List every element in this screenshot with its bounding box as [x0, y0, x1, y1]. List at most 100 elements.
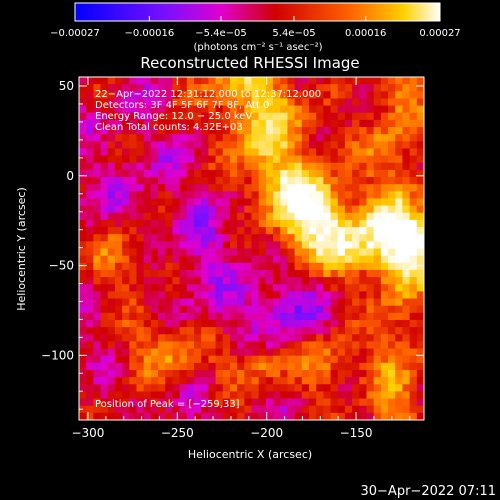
heatmap-pixel: [251, 77, 260, 85]
heatmap-pixel: [143, 319, 152, 328]
heatmap-pixel: [229, 319, 238, 328]
heatmap-pixel: [114, 134, 123, 142]
heatmap-pixel: [323, 205, 332, 214]
heatmap-pixel: [402, 155, 411, 164]
heatmap-pixel: [172, 377, 181, 385]
heatmap-pixel: [158, 305, 166, 314]
heatmap-pixel: [114, 277, 123, 285]
heatmap-pixel: [402, 312, 411, 321]
heatmap-pixel: [402, 148, 411, 157]
heatmap-pixel: [136, 112, 145, 121]
heatmap-pixel: [251, 277, 260, 285]
heatmap-pixel: [150, 384, 159, 392]
heatmap-pixel: [208, 277, 217, 285]
heatmap-pixel: [344, 127, 353, 135]
heatmap-pixel: [409, 219, 418, 228]
heatmap-pixel: [323, 191, 332, 199]
heatmap-pixel: [165, 319, 173, 328]
heatmap-pixel: [352, 298, 360, 307]
heatmap-pixel: [395, 227, 403, 235]
heatmap-pixel: [129, 155, 137, 164]
heatmap-pixel: [158, 369, 166, 378]
heatmap-pixel: [273, 162, 281, 171]
heatmap-pixel: [114, 391, 123, 400]
heatmap-pixel: [86, 227, 94, 235]
heatmap-pixel: [380, 391, 389, 400]
heatmap-pixel: [229, 127, 238, 135]
heatmap-pixel: [222, 119, 231, 128]
heatmap-pixel: [251, 184, 260, 192]
heatmap-pixel: [194, 362, 202, 371]
heatmap-pixel: [222, 312, 231, 321]
heatmap-pixel: [416, 262, 424, 271]
heatmap-pixel: [251, 191, 260, 199]
heatmap-pixel: [402, 205, 411, 214]
heatmap-pixel: [373, 369, 382, 378]
heatmap-pixel: [352, 184, 360, 192]
heatmap-pixel: [186, 412, 195, 420]
heatmap-pixel: [237, 91, 245, 99]
heatmap-pixel: [136, 377, 145, 385]
heatmap-pixel: [395, 269, 403, 278]
heatmap-pixel: [86, 105, 94, 114]
heatmap-pixel: [388, 155, 396, 164]
heatmap-pixel: [165, 162, 173, 171]
heatmap-pixel: [366, 84, 375, 92]
heatmap-pixel: [86, 391, 94, 400]
heatmap-pixel: [179, 134, 188, 142]
heatmap-pixel: [258, 155, 267, 164]
heatmap-pixel: [201, 305, 209, 314]
heatmap-pixel: [416, 277, 424, 285]
heatmap-pixel: [165, 391, 173, 400]
heatmap-pixel: [158, 377, 166, 385]
heatmap-pixel: [208, 319, 217, 328]
heatmap-pixel: [215, 262, 224, 271]
heatmap-pixel: [158, 312, 166, 321]
heatmap-pixel: [201, 291, 209, 300]
heatmap-pixel: [359, 241, 367, 249]
heatmap-pixel: [186, 134, 195, 142]
heatmap-pixel: [208, 305, 217, 314]
heatmap-pixel: [344, 169, 353, 178]
heatmap-pixel: [409, 277, 418, 285]
heatmap-pixel: [294, 248, 303, 257]
heatmap-pixel: [366, 412, 375, 420]
heatmap-pixel: [114, 341, 123, 350]
heatmap-pixel: [402, 84, 411, 92]
heatmap-pixel: [179, 177, 188, 185]
heatmap-pixel: [316, 405, 324, 414]
heatmap-pixel: [337, 312, 346, 321]
heatmap-pixel: [136, 384, 145, 392]
heatmap-pixel: [215, 119, 224, 128]
heatmap-pixel: [309, 198, 317, 207]
heatmap-pixel: [208, 141, 217, 149]
heatmap-pixel: [337, 362, 346, 371]
heatmap-pixel: [186, 269, 195, 278]
heatmap-pixel: [352, 191, 360, 199]
heatmap-pixel: [215, 298, 224, 307]
heatmap-pixel: [265, 134, 274, 142]
heatmap-pixel: [258, 298, 267, 307]
heatmap-pixel: [143, 369, 152, 378]
heatmap-pixel: [237, 191, 245, 199]
heatmap-pixel: [258, 305, 267, 314]
heatmap-pixel: [122, 127, 130, 135]
heatmap-pixel: [337, 298, 346, 307]
heatmap-pixel: [388, 334, 396, 342]
heatmap-pixel: [186, 177, 195, 185]
heatmap-pixel: [388, 355, 396, 364]
heatmap-pixel: [194, 391, 202, 400]
heatmap-pixel: [373, 177, 382, 185]
heatmap-pixel: [359, 262, 367, 271]
heatmap-pixel: [229, 248, 238, 257]
heatmap-pixel: [280, 84, 288, 92]
heatmap-pixel: [265, 84, 274, 92]
heatmap-pixel: [330, 348, 339, 357]
heatmap-pixel: [136, 312, 145, 321]
heatmap-pixel: [330, 277, 339, 285]
heatmap-pixel: [186, 284, 195, 292]
heatmap-pixel: [150, 134, 159, 142]
heatmap-pixel: [122, 84, 130, 92]
heatmap-pixel: [107, 391, 116, 400]
x-axis-ticks: −300 −250 −200 −150: [71, 77, 411, 440]
